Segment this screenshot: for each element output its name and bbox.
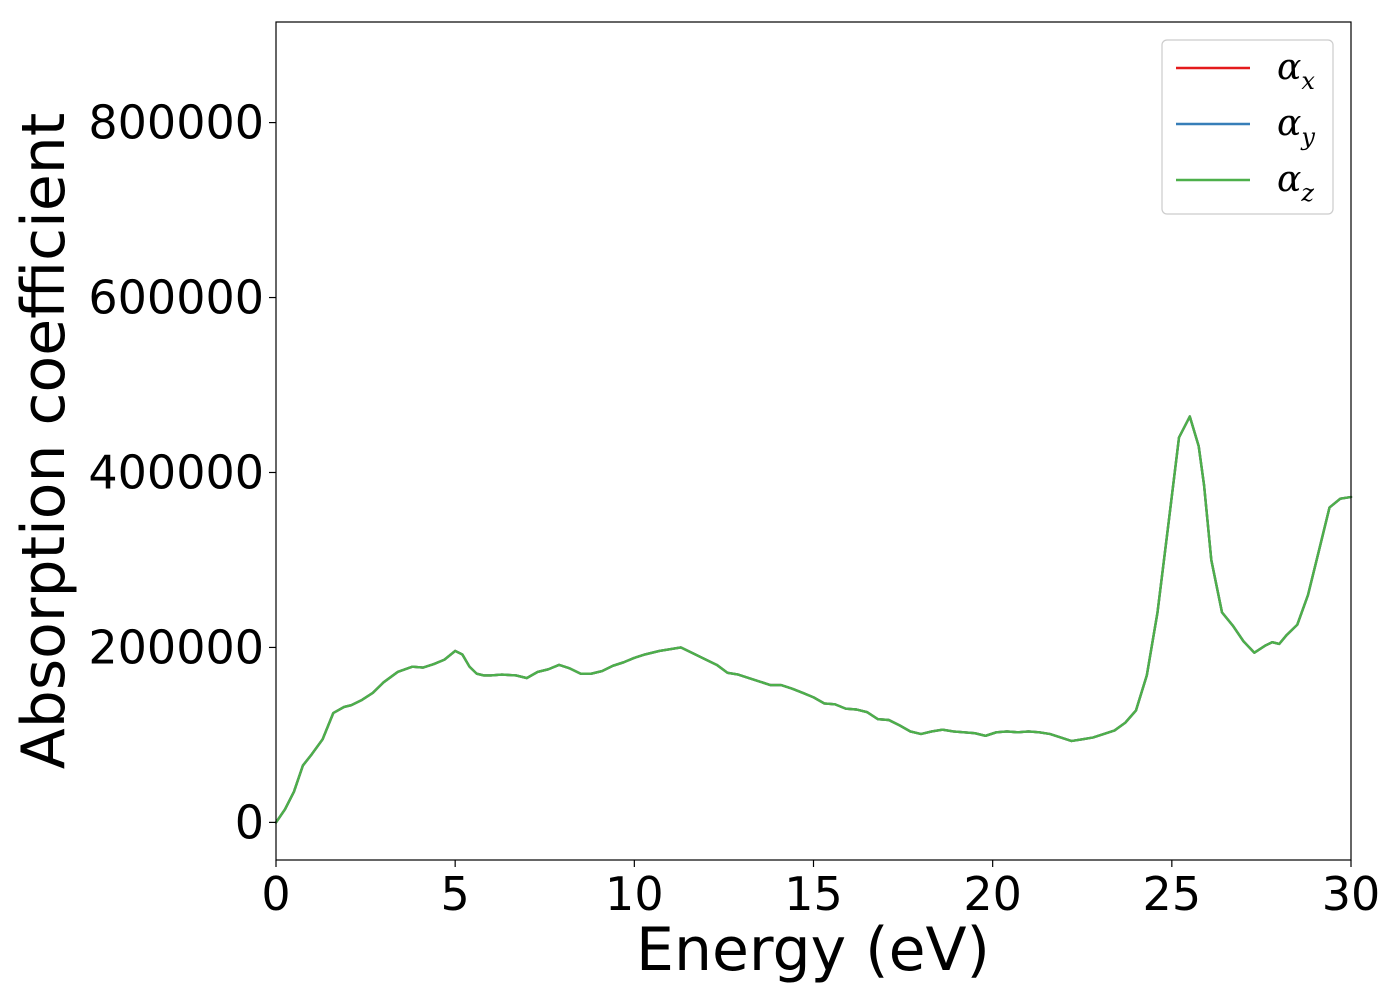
- y-tick-label: 400000: [88, 445, 264, 499]
- legend-box: [1161, 39, 1334, 215]
- legend-subscript-1: y: [1300, 123, 1315, 151]
- x-tick-label: 20: [963, 867, 1022, 921]
- x-tick-label: 25: [1143, 867, 1202, 921]
- y-axis-title: Absorption coefficient: [9, 113, 79, 770]
- x-tick-label: 15: [784, 867, 843, 921]
- y-tick-label: 0: [235, 795, 264, 849]
- x-axis: 0 5 10 15 20 25 30: [261, 860, 1380, 921]
- x-axis-title: Energy (eV): [636, 915, 990, 985]
- series-line-2: [274, 415, 1353, 824]
- x-tick-label: 30: [1322, 867, 1381, 921]
- series-layer: [274, 415, 1353, 824]
- y-tick-label: 800000: [88, 96, 264, 150]
- x-tick-label: 10: [605, 867, 664, 921]
- legend-subscript-0: x: [1301, 67, 1315, 95]
- y-tick-label: 200000: [88, 620, 264, 674]
- series-line-1: [274, 415, 1353, 824]
- x-tick-label: 0: [261, 867, 290, 921]
- legend-subscript-2: z: [1300, 179, 1314, 207]
- x-tick-label: 5: [441, 867, 470, 921]
- y-axis: 0 200000 400000 600000 800000: [88, 96, 276, 849]
- y-tick-label: 600000: [88, 271, 264, 325]
- series-line-0: [274, 415, 1353, 824]
